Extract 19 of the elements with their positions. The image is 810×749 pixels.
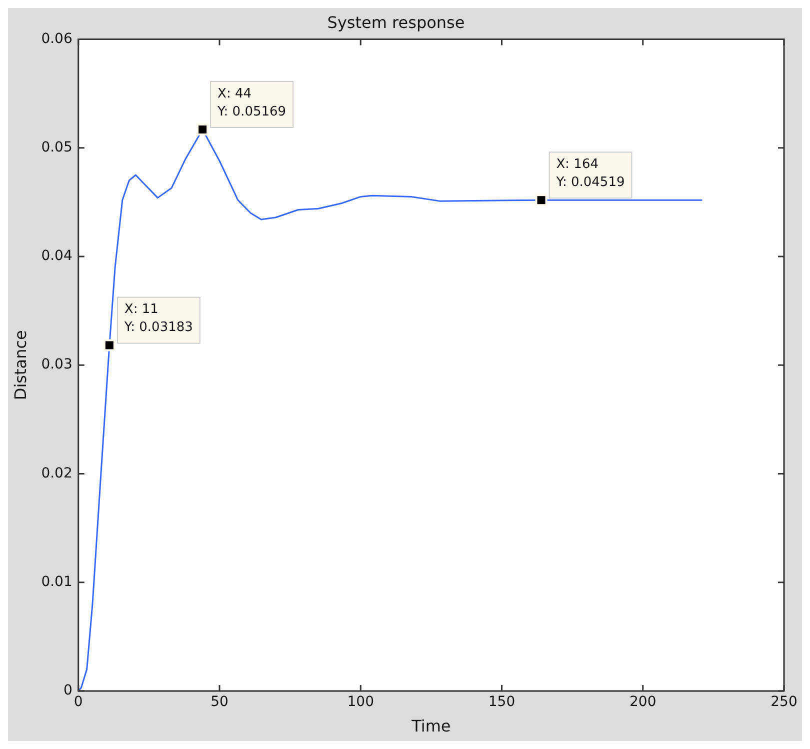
x-tick-label: 100	[347, 694, 374, 710]
x-axis-title: Time	[410, 716, 451, 736]
x-tick-label: 0	[74, 694, 83, 710]
chart-title: System response	[327, 12, 465, 32]
y-tick-label: 0.06	[41, 30, 72, 47]
x-tick-label: 200	[630, 694, 656, 710]
x-tick-label: 250	[770, 694, 798, 710]
annotation: X: 11 Y: 0.03183	[123, 302, 193, 336]
y-tick-label: 0.03	[41, 356, 72, 373]
y-tick-label: 0.05	[41, 139, 72, 156]
y-axis-title: Distance	[10, 330, 30, 400]
x-tick-label: 150	[488, 694, 516, 710]
y-tick-label: 0.02	[41, 465, 72, 482]
y-tick-label: 0.04	[41, 248, 72, 264]
y-tick-label: 0.01	[41, 574, 72, 590]
y-tick-label: 0	[63, 682, 72, 699]
annotation: X: 164 Y: 0.04519	[555, 156, 625, 190]
annotation: X: 44 Y: 0.05169	[216, 86, 286, 120]
x-tick-label: 50	[210, 694, 228, 710]
